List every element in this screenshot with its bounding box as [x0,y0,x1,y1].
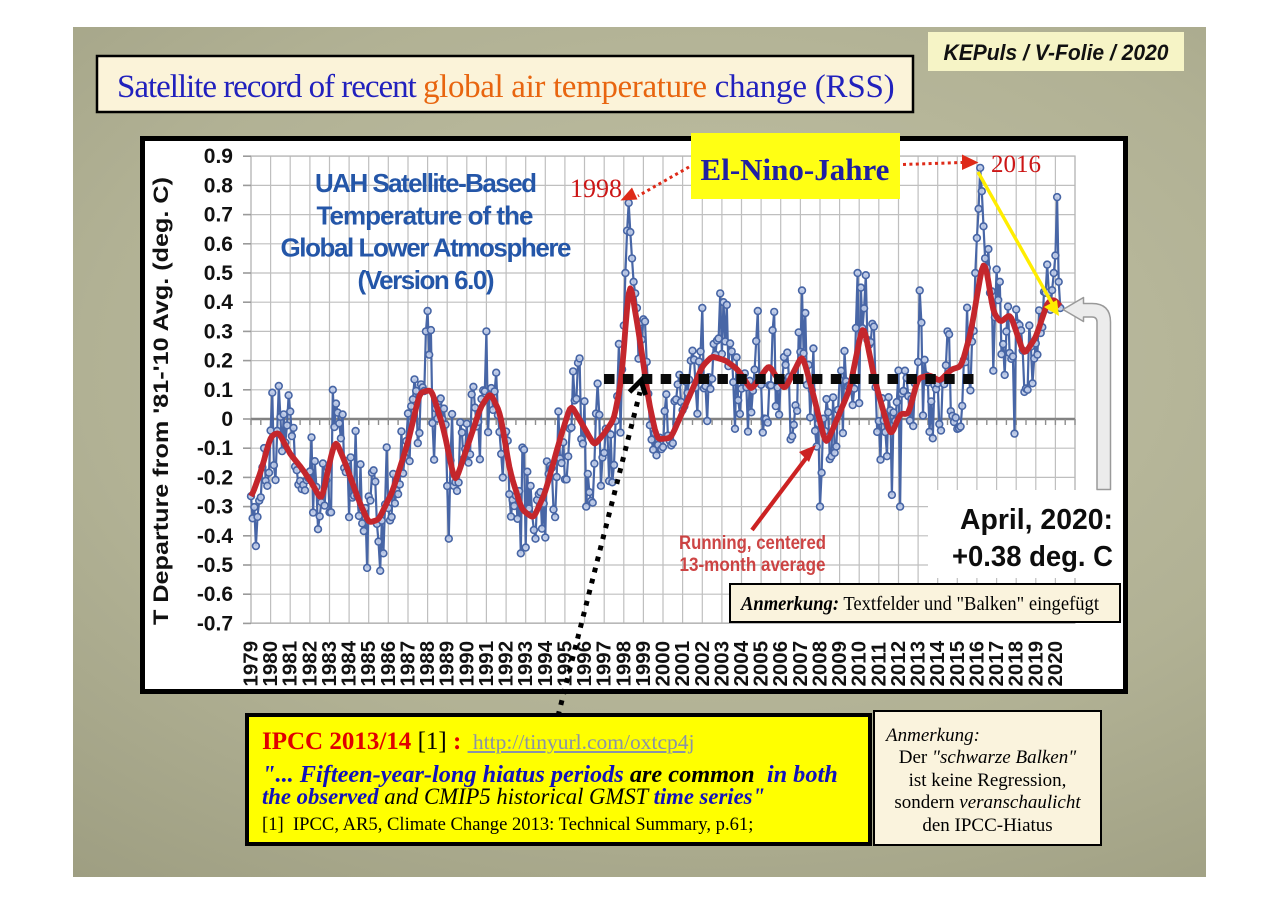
svg-text:2004: 2004 [730,640,753,686]
svg-text:1982: 1982 [298,641,321,687]
svg-text:2006: 2006 [769,641,792,687]
svg-text:2000: 2000 [652,641,675,687]
svg-text:T Departure from '81-'10 Avg.: T Departure from '81-'10 Avg. (deg. C) [150,177,173,625]
svg-text:1998: 1998 [612,641,635,687]
svg-text:0.2: 0.2 [204,350,233,373]
svg-text:UAH Satellite-Based: UAH Satellite-Based [315,168,537,198]
svg-text:2011: 2011 [867,642,890,686]
svg-text:0: 0 [221,408,233,431]
svg-text:2001: 2001 [671,641,694,687]
svg-text:Anmerkung: Textfelder und "Bal: Anmerkung: Textfelder und "Balken" einge… [739,594,1099,615]
svg-text:2015: 2015 [946,641,969,687]
svg-text:2018: 2018 [1005,641,1028,687]
svg-text:0.4: 0.4 [204,291,234,314]
svg-text:-0.3: -0.3 [197,496,233,519]
svg-text:13-month average: 13-month average [680,555,826,576]
svg-text:0.8: 0.8 [204,174,234,197]
svg-text:2016: 2016 [991,151,1041,178]
svg-text:-0.1: -0.1 [197,437,234,460]
svg-text:2012: 2012 [887,641,910,687]
svg-text:2013: 2013 [907,641,930,687]
svg-text:Temperature of the: Temperature of the [317,201,534,231]
svg-text:2020: 2020 [1044,641,1067,687]
svg-text:0.5: 0.5 [204,262,234,285]
svg-text:0.3: 0.3 [204,320,233,343]
svg-text:Running, centered: Running, centered [679,533,826,554]
svg-text:1996: 1996 [573,641,596,687]
svg-text:2017: 2017 [985,641,1008,687]
svg-text:1994: 1994 [534,640,557,686]
svg-text:0.6: 0.6 [204,233,233,256]
svg-text:2010: 2010 [848,641,871,687]
svg-text:1993: 1993 [514,641,537,687]
svg-text:1997: 1997 [593,641,616,687]
svg-text:2019: 2019 [1024,641,1047,687]
svg-text:1983: 1983 [318,641,341,687]
svg-text:-0.6: -0.6 [197,583,233,606]
svg-text:2008: 2008 [809,641,832,687]
svg-text:1981: 1981 [279,641,302,687]
svg-text:1979: 1979 [240,641,263,687]
svg-text:-0.4: -0.4 [197,525,234,548]
svg-text:KEPuls / V-Folie / 2020: KEPuls / V-Folie / 2020 [944,40,1170,65]
svg-text:-0.5: -0.5 [197,554,234,577]
svg-text:1995: 1995 [553,641,576,687]
svg-text:1999: 1999 [632,641,655,687]
svg-text:1991: 1991 [475,641,498,687]
svg-text:April, 2020:: April, 2020: [960,504,1113,536]
svg-text:El-Nino-Jahre: El-Nino-Jahre [701,152,890,187]
svg-text:2003: 2003 [710,641,733,687]
svg-text:0.1: 0.1 [204,379,234,402]
svg-text:1998: 1998 [570,174,622,203]
svg-text:0.9: 0.9 [204,145,233,168]
svg-text:1992: 1992 [495,641,518,687]
svg-text:1985: 1985 [357,641,380,687]
svg-text:1980: 1980 [259,641,282,687]
svg-text:-0.7: -0.7 [197,612,233,635]
svg-text:1984: 1984 [338,640,361,686]
svg-text:2014: 2014 [926,640,949,686]
svg-text:2005: 2005 [750,641,773,687]
svg-text:Global Lower Atmosphere: Global Lower Atmosphere [281,233,572,263]
svg-text:Satellite record of recent glo: Satellite record of recent global air te… [117,69,895,105]
svg-text:(Version 6.0): (Version 6.0) [358,265,495,295]
svg-text:0.7: 0.7 [204,204,233,227]
svg-text:1987: 1987 [397,641,420,687]
svg-text:1990: 1990 [455,641,478,687]
svg-text:1986: 1986 [377,641,400,687]
svg-text:2002: 2002 [691,641,714,687]
svg-text:+0.38 deg. C: +0.38 deg. C [952,541,1113,573]
svg-text:2009: 2009 [828,641,851,687]
svg-text:1988: 1988 [416,641,439,687]
svg-text:2007: 2007 [789,641,812,687]
svg-text:2016: 2016 [965,641,988,687]
svg-text:-0.2: -0.2 [197,466,233,489]
svg-text:1989: 1989 [436,641,459,687]
